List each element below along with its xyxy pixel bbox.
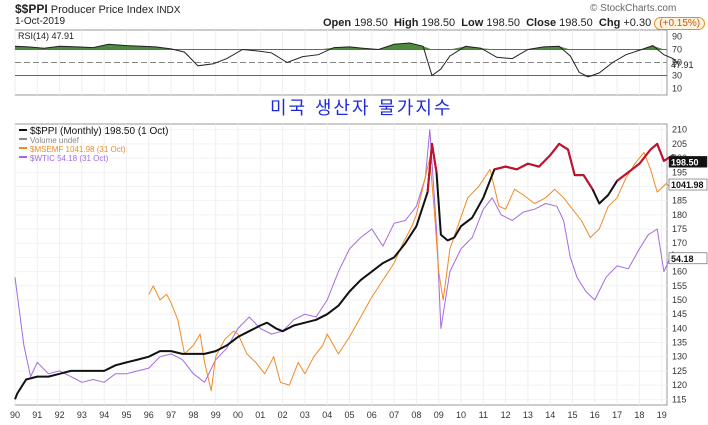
x-tick-label: 13 (523, 410, 533, 420)
y-tick-label: 155 (672, 281, 687, 291)
y-tick-label: 210 (672, 125, 687, 135)
rsi-overbought-fill (15, 43, 679, 50)
x-tick-label: 01 (255, 410, 265, 420)
chg-pct-badge: (+0.15%) (654, 17, 706, 30)
legend-swatch (19, 156, 27, 158)
y-tick-label: 145 (672, 309, 687, 319)
x-tick-label: 17 (612, 410, 622, 420)
x-tick-label: 94 (99, 410, 109, 420)
rsi-current-label: 47.91 (671, 60, 694, 70)
x-tick-label: 96 (144, 410, 154, 420)
end-label-wtic: 54.18 (671, 254, 694, 264)
legend-entry: $MSEMF 1041.98 (31 Oct) (30, 145, 126, 154)
low-label: Low (461, 17, 484, 29)
y-tick-label: 135 (672, 338, 687, 348)
x-tick-label: 07 (389, 410, 399, 420)
x-tick-label: 05 (344, 410, 354, 420)
end-label-box-wtic (668, 252, 708, 265)
chart-header: $$PPI Producer Price Index INDX (15, 2, 180, 16)
chart-date: 1-Oct-2019 (15, 16, 66, 27)
y-tick-label: 175 (672, 224, 687, 234)
x-tick-label: 02 (278, 410, 288, 420)
rsi-title: RSI(14) 47.91 (18, 31, 74, 41)
rsi-tick-label: 30 (672, 71, 682, 81)
x-tick-label: 16 (590, 410, 600, 420)
msemf-line (148, 151, 679, 392)
x-tick-label: 99 (211, 410, 221, 420)
y-tick-label: 180 (672, 210, 687, 220)
y-tick-label: 205 (672, 139, 687, 149)
y-tick-label: 160 (672, 267, 687, 277)
chg-value: +0.30 (623, 17, 652, 29)
y-tick-label: 120 (672, 380, 687, 390)
x-tick-label: 97 (166, 410, 176, 420)
open-label: Open (323, 17, 352, 29)
symbol-name: Producer Price Index (50, 4, 154, 16)
y-tick-label: 140 (672, 323, 687, 333)
end-label-msemf: 1041.98 (671, 180, 704, 190)
open-value: 198.50 (354, 17, 388, 29)
stockcharts-watermark: © StockCharts.com (590, 3, 677, 14)
legend-swatch (19, 147, 27, 149)
x-tick-label: 18 (634, 410, 644, 420)
x-tick-label: 90 (10, 410, 20, 420)
y-tick-label: 125 (672, 366, 687, 376)
end-label-box-msemf (668, 178, 708, 191)
symbol: $$PPI (15, 2, 48, 16)
rsi-line (14, 42, 679, 78)
chg-label: Chg (598, 17, 621, 29)
main-panel-frame (14, 123, 668, 406)
x-tick-label: 03 (300, 410, 310, 420)
end-label-box-ppi (668, 156, 708, 168)
ppi-highlight-line (426, 143, 680, 193)
y-tick-label: 195 (672, 167, 687, 177)
legend-entry: $$PPI (Monthly) 198.50 (1 Oct) (30, 126, 168, 137)
x-tick-label: 14 (545, 410, 555, 420)
x-tick-label: 91 (32, 410, 42, 420)
legend-swatch (19, 138, 27, 140)
x-tick-label: 12 (501, 410, 511, 420)
y-tick-label: 115 (672, 394, 686, 404)
x-tick-label: 19 (657, 410, 667, 420)
legend-swatch (19, 129, 27, 131)
x-tick-label: 06 (367, 410, 377, 420)
x-tick-label: 08 (411, 410, 421, 420)
overlay-korean-title: 미국 생산자 물가지수 (270, 98, 453, 119)
y-tick-label: 130 (672, 352, 687, 362)
high-value: 198.50 (421, 17, 456, 29)
y-tick-label: 150 (672, 295, 687, 305)
x-tick-label: 10 (456, 410, 466, 420)
close-label: Close (526, 17, 557, 29)
x-tick-label: 93 (77, 410, 87, 420)
x-tick-label: 04 (322, 410, 332, 420)
x-tick-label: 15 (567, 410, 577, 420)
legend-entry: $WTIC 54.18 (31 Oct) (30, 154, 109, 163)
close-value: 198.50 (559, 17, 593, 29)
high-label: High (393, 17, 419, 29)
legend-entry: Volume undef (30, 136, 80, 145)
ohlc-values: Open 198.50 High 198.50 Low 198.50 Close… (323, 17, 706, 30)
x-tick-label: 09 (434, 410, 444, 420)
x-tick-label: 92 (55, 410, 65, 420)
x-tick-label: 00 (233, 410, 243, 420)
x-tick-label: 11 (479, 410, 488, 420)
x-tick-label: 95 (121, 410, 131, 420)
y-tick-label: 185 (672, 196, 687, 206)
exchange: INDX (156, 5, 181, 16)
end-label-ppi: 198.50 (671, 157, 699, 167)
x-tick-label: 98 (188, 410, 198, 420)
rsi-tick-label: 10 (672, 84, 682, 94)
y-tick-label: 170 (672, 238, 687, 248)
wtic-line (14, 129, 679, 383)
rsi-tick-label: 90 (672, 32, 682, 42)
rsi-tick-label: 70 (672, 45, 682, 55)
low-value: 198.50 (486, 17, 520, 29)
